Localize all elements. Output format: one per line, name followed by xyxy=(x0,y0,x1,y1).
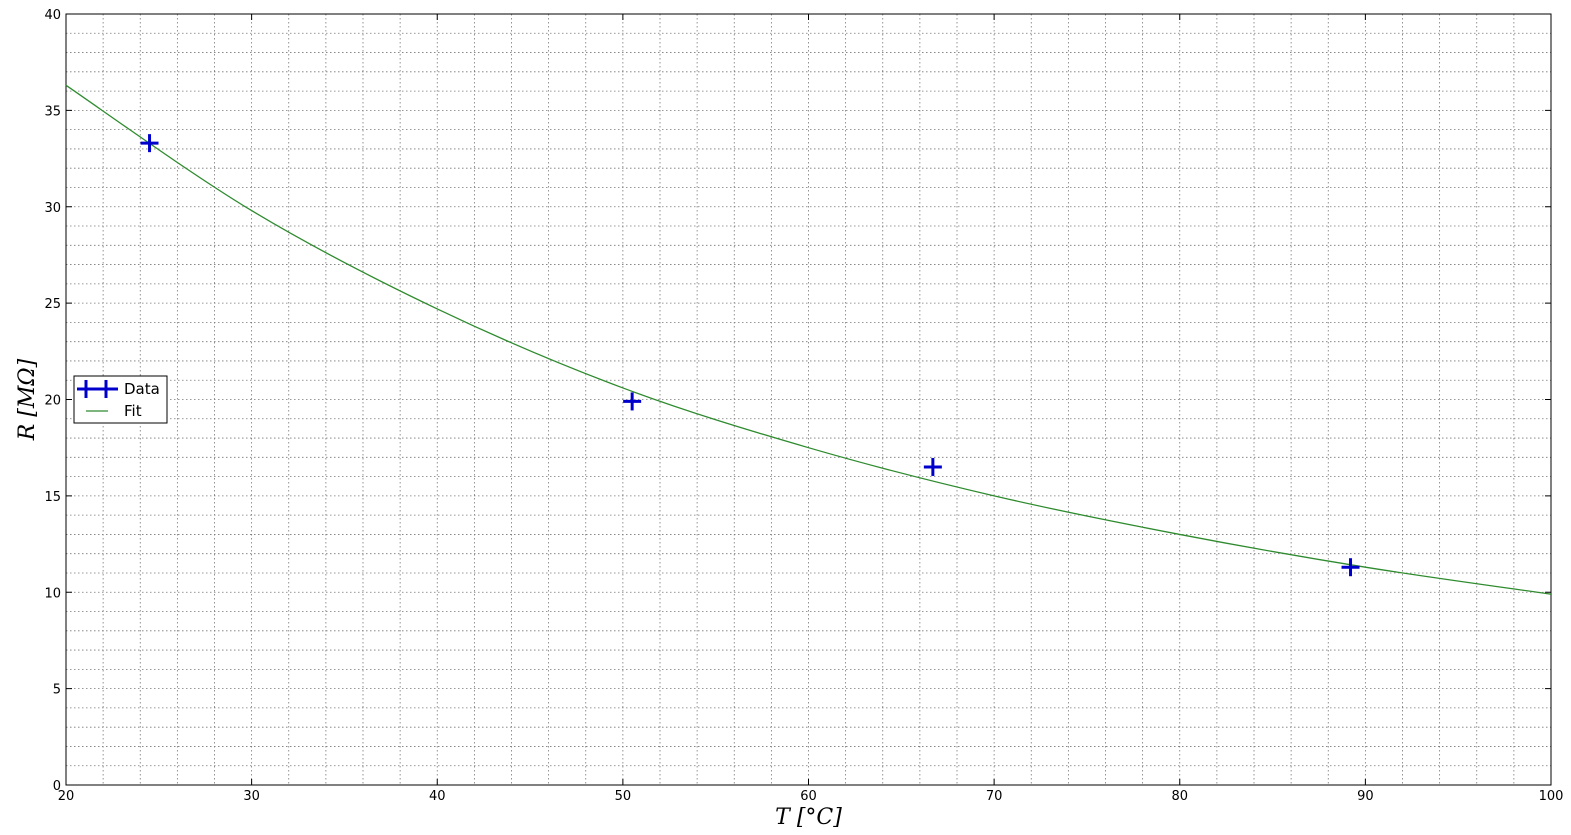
data-point xyxy=(140,134,159,153)
legend-data-swatch xyxy=(77,380,118,398)
y-tick-label: 10 xyxy=(44,586,61,601)
y-tick-label: 25 xyxy=(44,297,61,312)
x-tick-label: 60 xyxy=(800,789,817,804)
x-tick-label: 100 xyxy=(1539,789,1564,804)
legend-fit-label: Fit xyxy=(124,402,142,420)
x-tick-label: 30 xyxy=(243,789,260,804)
data-point xyxy=(1341,558,1360,577)
y-tick-label: 5 xyxy=(53,683,61,698)
x-tick-label: 80 xyxy=(1171,789,1188,804)
x-axis-label: T [°C] xyxy=(775,805,842,830)
x-tick-label: 70 xyxy=(986,789,1003,804)
y-tick-label: 20 xyxy=(44,394,61,409)
y-tick-label: 40 xyxy=(44,8,61,23)
data-point xyxy=(623,392,642,411)
legend-box xyxy=(73,375,168,424)
data-point xyxy=(923,457,942,476)
x-tick-label: 20 xyxy=(58,789,75,804)
x-tick-label: 50 xyxy=(615,789,632,804)
x-tick-label: 40 xyxy=(429,789,446,804)
y-tick-label: 15 xyxy=(44,490,61,505)
axis-ticks: 20 30 40 50 60 70 80 90 100 0 5 10 15 20 25 30 35 40 xyxy=(44,8,1563,804)
fit-line xyxy=(65,84,1552,595)
y-tick-label: 30 xyxy=(44,201,61,216)
series-layer xyxy=(65,84,1552,595)
legend-data-label: Data xyxy=(124,380,160,398)
y-tick-label: 35 xyxy=(44,104,61,119)
legend: Data Fit xyxy=(73,375,168,424)
x-tick-label: 90 xyxy=(1357,789,1374,804)
grid xyxy=(66,14,1551,785)
y-tick-label: 0 xyxy=(53,779,61,794)
y-axis-label: R [MΩ] xyxy=(15,358,40,441)
